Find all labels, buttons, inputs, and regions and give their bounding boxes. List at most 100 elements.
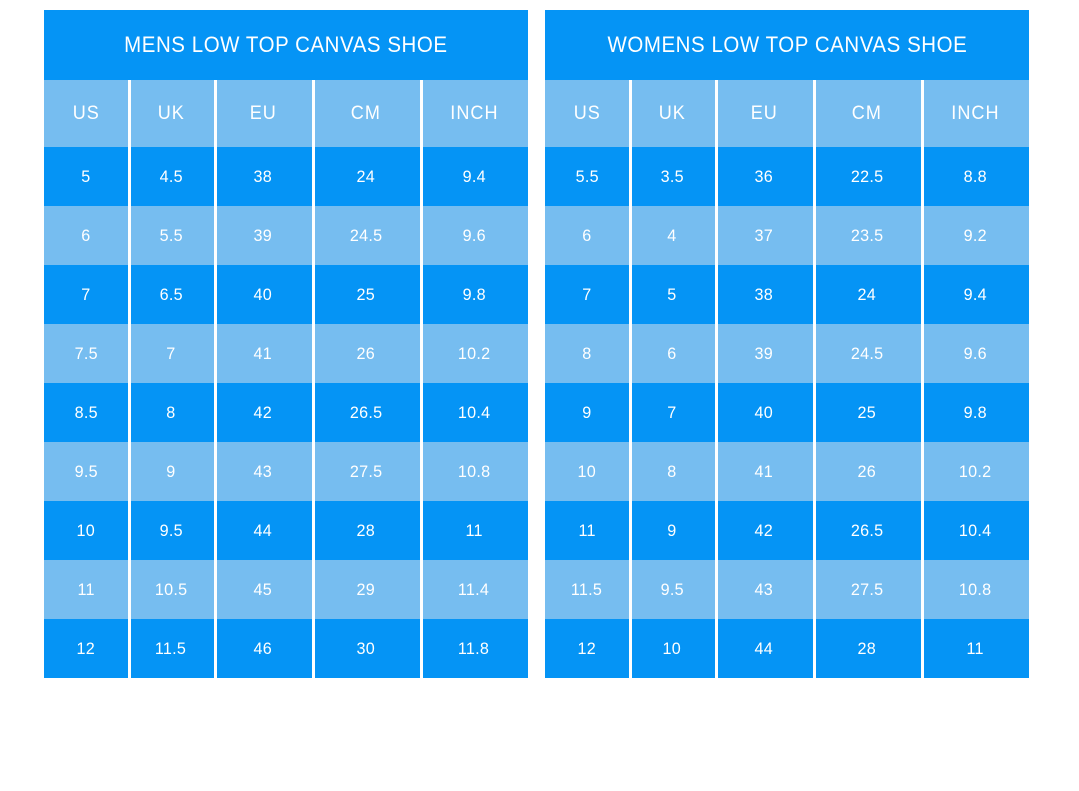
table-row: 6 5.5 39 24.5 9.6 bbox=[44, 206, 528, 265]
womens-chart-title-text: WOMENS LOW TOP CANVAS SHOE bbox=[607, 32, 967, 57]
table-cell-inch: 9.8 bbox=[420, 265, 528, 324]
womens-header-inch-label: INCH bbox=[950, 102, 1000, 124]
table-cell-us: 5 bbox=[81, 166, 91, 186]
table-cell-uk: 7 bbox=[629, 383, 715, 442]
table-row: 10 8 41 26 10.2 bbox=[545, 442, 1029, 501]
table-row: 8 6 39 24.5 9.6 bbox=[545, 324, 1029, 383]
table-cell-us: 11.5 bbox=[571, 579, 603, 599]
table-cell-inch: 11 bbox=[420, 501, 528, 560]
table-row: 9 7 40 25 9.8 bbox=[545, 383, 1029, 442]
womens-header-cm-label: CM bbox=[851, 102, 883, 124]
table-cell-inch: 9.8 bbox=[921, 383, 1029, 442]
table-cell-uk: 3.5 bbox=[629, 147, 715, 206]
table-cell-inch: 10.2 bbox=[921, 442, 1029, 501]
table-cell-inch: 9.6 bbox=[921, 324, 1029, 383]
table-row: 8.5 8 42 26.5 10.4 bbox=[44, 383, 528, 442]
womens-header-eu-label: EU bbox=[750, 102, 778, 124]
table-cell-us: 6 bbox=[582, 225, 592, 245]
womens-header-us: US bbox=[545, 80, 629, 147]
table-cell-cm: 28 bbox=[312, 501, 420, 560]
womens-size-chart: WOMENS LOW TOP CANVAS SHOE US UK EU CM I… bbox=[545, 10, 1029, 678]
table-cell-us: 10 bbox=[577, 461, 597, 481]
table-row: 12 10 44 28 11 bbox=[545, 619, 1029, 678]
table-cell-cm: 28 bbox=[813, 619, 921, 678]
table-cell-cm: 26.5 bbox=[312, 383, 420, 442]
table-cell-cm: 29 bbox=[312, 560, 420, 619]
table-cell-uk: 6 bbox=[629, 324, 715, 383]
table-cell-cm: 26 bbox=[312, 324, 420, 383]
table-cell-us: 7 bbox=[81, 284, 91, 304]
table-cell-eu: 43 bbox=[715, 560, 813, 619]
table-cell-eu: 41 bbox=[214, 324, 312, 383]
table-row: 7 5 38 24 9.4 bbox=[545, 265, 1029, 324]
womens-table-header-row: US UK EU CM INCH bbox=[545, 80, 1029, 147]
table-cell-cm: 24 bbox=[312, 147, 420, 206]
table-cell-us: 9.5 bbox=[74, 461, 98, 481]
table-row: 7.5 7 41 26 10.2 bbox=[44, 324, 528, 383]
mens-header-eu: EU bbox=[214, 80, 312, 147]
table-cell-inch: 10.4 bbox=[921, 501, 1029, 560]
table-row: 11.5 9.5 43 27.5 10.8 bbox=[545, 560, 1029, 619]
table-cell-us: 11 bbox=[77, 579, 95, 599]
mens-chart-title-text: MENS LOW TOP CANVAS SHOE bbox=[124, 32, 448, 57]
table-cell-us: 6 bbox=[81, 225, 91, 245]
table-cell-cm: 22.5 bbox=[813, 147, 921, 206]
table-cell-eu: 44 bbox=[715, 619, 813, 678]
table-cell-uk: 5.5 bbox=[128, 206, 214, 265]
table-row: 5 4.5 38 24 9.4 bbox=[44, 147, 528, 206]
table-row: 11 9 42 26.5 10.4 bbox=[545, 501, 1029, 560]
table-cell-cm: 26 bbox=[813, 442, 921, 501]
table-cell-uk: 9.5 bbox=[629, 560, 715, 619]
table-cell-us: 7 bbox=[582, 284, 592, 304]
table-cell-inch: 9.2 bbox=[921, 206, 1029, 265]
table-cell-inch: 9.4 bbox=[921, 265, 1029, 324]
table-cell-eu: 42 bbox=[214, 383, 312, 442]
womens-header-cm: CM bbox=[813, 80, 921, 147]
mens-header-inch-label: INCH bbox=[449, 102, 499, 124]
mens-header-us: US bbox=[44, 80, 128, 147]
mens-table-header-row: US UK EU CM INCH bbox=[44, 80, 528, 147]
table-cell-eu: 40 bbox=[715, 383, 813, 442]
mens-header-inch: INCH bbox=[420, 80, 528, 147]
table-cell-eu: 38 bbox=[214, 147, 312, 206]
table-cell-us: 11 bbox=[578, 520, 596, 540]
table-cell-cm: 24 bbox=[813, 265, 921, 324]
table-cell-inch: 11.8 bbox=[420, 619, 528, 678]
table-cell-eu: 40 bbox=[214, 265, 312, 324]
table-cell-eu: 36 bbox=[715, 147, 813, 206]
mens-header-uk: UK bbox=[128, 80, 214, 147]
table-cell-uk: 9 bbox=[128, 442, 214, 501]
womens-header-inch: INCH bbox=[921, 80, 1029, 147]
mens-header-eu-label: EU bbox=[249, 102, 277, 124]
table-cell-inch: 11 bbox=[921, 619, 1029, 678]
table-cell-eu: 45 bbox=[214, 560, 312, 619]
womens-header-us-label: US bbox=[573, 102, 601, 124]
table-cell-cm: 23.5 bbox=[813, 206, 921, 265]
table-cell-us: 8.5 bbox=[74, 402, 98, 422]
table-cell-uk: 9 bbox=[629, 501, 715, 560]
table-cell-inch: 10.8 bbox=[921, 560, 1029, 619]
table-cell-inch: 10.8 bbox=[420, 442, 528, 501]
table-row: 12 11.5 46 30 11.8 bbox=[44, 619, 528, 678]
table-cell-eu: 46 bbox=[214, 619, 312, 678]
table-cell-cm: 24.5 bbox=[312, 206, 420, 265]
table-cell-inch: 9.6 bbox=[420, 206, 528, 265]
table-cell-inch: 8.8 bbox=[921, 147, 1029, 206]
womens-header-uk: UK bbox=[629, 80, 715, 147]
table-cell-inch: 10.4 bbox=[420, 383, 528, 442]
table-cell-eu: 39 bbox=[715, 324, 813, 383]
mens-header-cm: CM bbox=[312, 80, 420, 147]
table-cell-uk: 4.5 bbox=[128, 147, 214, 206]
mens-header-cm-label: CM bbox=[350, 102, 382, 124]
womens-header-eu: EU bbox=[715, 80, 813, 147]
table-cell-eu: 38 bbox=[715, 265, 813, 324]
table-cell-uk: 10.5 bbox=[128, 560, 214, 619]
table-cell-cm: 27.5 bbox=[813, 560, 921, 619]
table-cell-eu: 43 bbox=[214, 442, 312, 501]
table-cell-eu: 42 bbox=[715, 501, 813, 560]
womens-chart-title: WOMENS LOW TOP CANVAS SHOE bbox=[545, 10, 1029, 80]
table-cell-eu: 39 bbox=[214, 206, 312, 265]
table-cell-inch: 10.2 bbox=[420, 324, 528, 383]
table-cell-us: 8 bbox=[582, 343, 592, 363]
